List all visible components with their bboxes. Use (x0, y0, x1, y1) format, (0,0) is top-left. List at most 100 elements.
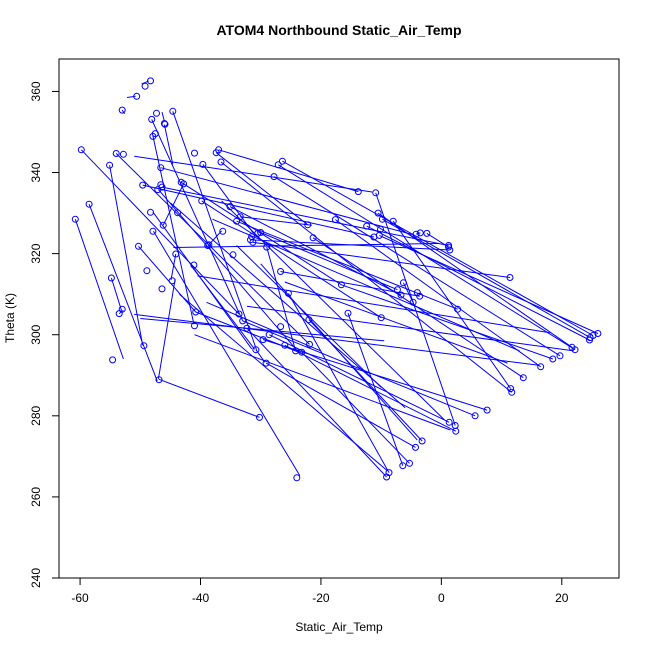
data-point (418, 437, 426, 445)
data-point (190, 261, 198, 269)
data-point (118, 305, 126, 313)
data-point (172, 250, 180, 258)
data-point (416, 229, 424, 237)
series-line-segment (260, 232, 398, 291)
data-point (233, 217, 241, 225)
series-line-segment (179, 293, 388, 471)
data-point (236, 213, 244, 221)
y-tick-label: 320 (29, 243, 43, 263)
data-point (174, 209, 182, 217)
data-point (416, 292, 424, 300)
data-point (109, 356, 117, 364)
series-line-segment (142, 184, 375, 238)
data-point (354, 188, 362, 196)
data-point (198, 197, 206, 205)
data-point (277, 268, 285, 275)
series-line-segment (140, 318, 385, 342)
y-axis: 240 260 280 300 320 340 360 (29, 81, 59, 588)
series-line-segment (158, 189, 298, 352)
series-line-segment (280, 271, 420, 297)
data-point (119, 150, 127, 158)
series-line-segment (110, 277, 123, 311)
data-point (270, 173, 278, 181)
series-line-segment (206, 301, 322, 352)
series-line-segment (246, 327, 387, 478)
data-point (217, 158, 225, 166)
data-point (506, 274, 514, 281)
series-line-segment (375, 192, 456, 426)
series-line-segment (138, 245, 197, 313)
series-line-segment (202, 164, 254, 234)
series-line-segment (379, 234, 599, 334)
y-tick-label: 300 (29, 324, 43, 344)
data-point (157, 164, 165, 172)
data-point (229, 251, 237, 259)
series-line-segment (284, 281, 508, 364)
data-point (508, 388, 516, 396)
series-line-segment (252, 241, 511, 278)
data-point (85, 200, 93, 208)
data-point (149, 227, 157, 235)
plot-frame (58, 58, 620, 579)
data-point (153, 109, 160, 117)
series-line-segment (197, 275, 550, 334)
data-point (306, 340, 313, 348)
x-tick-label: -20 (312, 591, 330, 605)
data-point (399, 462, 407, 470)
data-point (305, 316, 313, 324)
data-point (374, 209, 382, 217)
data-point (243, 324, 251, 332)
data-point (256, 413, 263, 421)
y-tick-label: 280 (29, 405, 43, 425)
data-point (147, 208, 154, 216)
series-line-segment (161, 111, 165, 122)
data-point (226, 203, 234, 211)
data-point (594, 330, 602, 337)
x-tick-label: -40 (192, 591, 210, 605)
series-line-segment (341, 284, 553, 360)
data-point (556, 352, 564, 360)
data-point (423, 229, 431, 237)
data-point (372, 189, 380, 197)
data-point (571, 346, 579, 354)
data-point (281, 341, 289, 349)
data-point (159, 221, 167, 229)
data-point (254, 229, 262, 237)
data-point (161, 120, 169, 128)
data-point (77, 146, 85, 154)
series-line-segment (426, 232, 449, 248)
data-point (377, 314, 385, 322)
data-point (118, 106, 126, 114)
series-line-segment (134, 313, 538, 366)
y-tick-label: 360 (29, 81, 43, 101)
data-point (133, 92, 141, 100)
series-line-segment (115, 153, 310, 345)
series-line-segment (301, 351, 410, 464)
x-axis-label: Static_Air_Temp (295, 620, 383, 634)
data-point (139, 181, 147, 189)
x-tick-label: -60 (71, 591, 89, 605)
series-line-segment (221, 200, 445, 421)
series-line-segment (170, 253, 177, 281)
series-line-segment (80, 149, 240, 315)
series-line-segment (260, 263, 418, 441)
series-line-segment (170, 202, 406, 409)
series-line-segment (392, 220, 512, 389)
series-line-segment (201, 200, 382, 319)
data-point (219, 227, 227, 235)
series-line-segment (109, 165, 144, 346)
data-point (106, 161, 114, 169)
series-line-segment (246, 305, 574, 352)
series-line-segment (262, 339, 488, 411)
series-line-segment (74, 219, 124, 360)
data-point (191, 322, 198, 330)
data-point (151, 130, 159, 138)
y-tick-label: 260 (29, 487, 43, 507)
data-point (160, 120, 168, 127)
data-point (158, 285, 166, 293)
data-point (284, 289, 292, 297)
data-point (385, 469, 393, 477)
series-line-segment (121, 109, 126, 114)
data-point (191, 149, 198, 157)
y-tick-label: 240 (29, 568, 43, 588)
